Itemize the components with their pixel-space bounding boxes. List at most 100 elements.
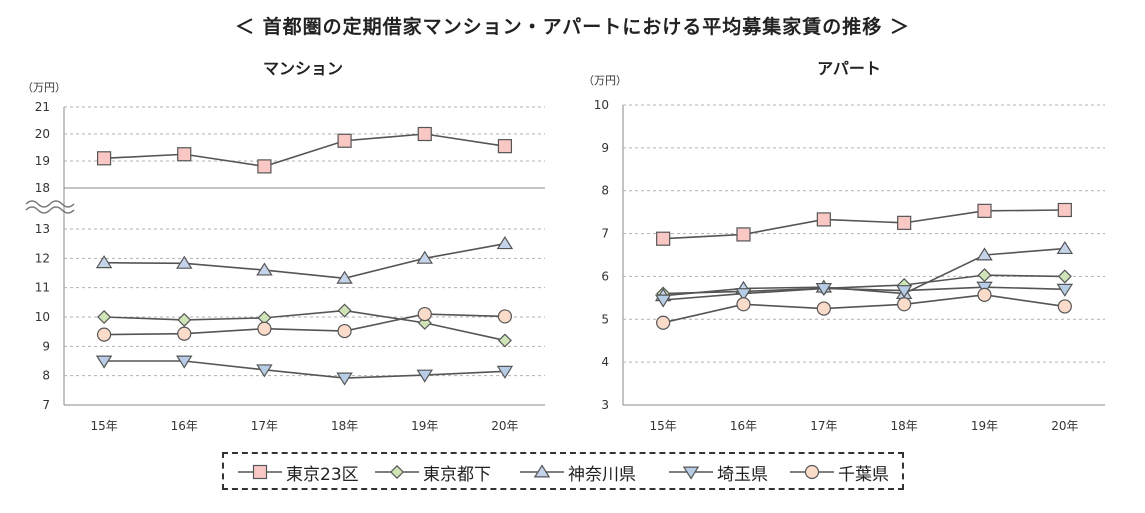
series-line (104, 360, 505, 379)
x-tick-label: 20年 (491, 419, 518, 433)
series-line (663, 247, 1065, 297)
legend-label: 千葉県 (838, 464, 889, 485)
data-point (97, 309, 112, 325)
series-千葉県 (656, 287, 1072, 330)
data-point (816, 212, 831, 227)
legend-marker-icon (669, 466, 713, 480)
series-line (662, 294, 1065, 324)
data-point (736, 297, 751, 312)
upper-panel-tick-label: 19 (35, 154, 50, 168)
legend-label: 神奈川県 (568, 464, 636, 485)
chart-main-title: ＜ 首都圏の定期借家マンション・アパートにおける平均募集家賃の推移 ＞ (235, 16, 910, 38)
data-point (336, 270, 353, 284)
legend-marker-icon (375, 464, 419, 480)
data-point (816, 301, 831, 316)
series-line (663, 286, 1065, 301)
x-tick-label: 20年 (1051, 419, 1078, 433)
data-point (177, 326, 192, 341)
series-千葉県 (96, 306, 513, 342)
upper-panel-tick-label: 21 (35, 100, 50, 114)
series-神奈川県 (95, 236, 514, 284)
legend-item: 東京23区 (238, 460, 359, 485)
data-point (416, 250, 433, 264)
legend-marker-icon (520, 464, 564, 478)
legend-label: 東京23区 (286, 464, 359, 485)
legend-marker (252, 464, 268, 480)
x-tick-label: 18年 (331, 419, 358, 433)
x-tick-label: 19年 (971, 419, 998, 433)
legend-marker-icon (790, 464, 834, 480)
mansion-chart-title: マンション (262, 59, 343, 78)
series-東京23区 (656, 202, 1072, 246)
chart-legend: 東京23区 東京都下 神奈川県 埼玉県 千葉県 (222, 452, 904, 490)
x-tick-label: 15年 (650, 419, 677, 433)
data-point (897, 297, 912, 312)
data-point (1057, 269, 1072, 284)
data-point (736, 227, 751, 242)
data-point (95, 355, 113, 369)
series-埼玉県 (95, 355, 514, 386)
x-tick-label: 15年 (90, 419, 117, 433)
series-line (104, 313, 505, 336)
data-point (897, 215, 912, 230)
data-point (1056, 240, 1074, 255)
data-point (656, 231, 671, 246)
data-point (1057, 202, 1072, 218)
data-point (976, 247, 993, 261)
series-line (104, 309, 506, 342)
data-point (337, 133, 352, 148)
x-tick-label: 19年 (411, 419, 438, 433)
data-point (257, 159, 272, 174)
data-point (977, 203, 992, 218)
x-tick-label: 17年 (251, 419, 278, 433)
lower-panel-tick-label: 13 (35, 222, 50, 236)
panel-tick-label: 6 (601, 269, 609, 283)
upper-panel-tick-label: 18 (35, 181, 50, 195)
data-point (96, 151, 112, 166)
legend-label: 東京都下 (423, 464, 491, 485)
legend-marker (682, 466, 700, 480)
data-point (895, 285, 913, 299)
panel-tick-label: 8 (601, 184, 609, 198)
series-line (104, 133, 506, 168)
data-point (337, 323, 352, 339)
data-point (95, 255, 113, 269)
axis-break-mark (25, 206, 75, 214)
panel-tick-label: 7 (601, 227, 609, 241)
data-point (176, 355, 193, 369)
data-point (417, 126, 432, 142)
data-point (977, 268, 992, 283)
data-point (735, 288, 752, 302)
x-tick-label: 17年 (810, 419, 837, 433)
panel-tick-label: 10 (594, 98, 609, 112)
data-point (176, 255, 193, 269)
lower-panel-tick-label: 7 (42, 398, 50, 412)
panel-tick-label: 4 (601, 355, 609, 369)
lower-panel-tick-label: 12 (35, 251, 50, 265)
data-point (654, 294, 672, 308)
series-line (663, 209, 1065, 240)
panel-tick-label: 9 (601, 141, 609, 155)
legend-marker-icon (238, 464, 282, 480)
axis-break-mark (25, 200, 75, 208)
series-line (663, 274, 1065, 295)
charts-canvas: （万円） 15年 16年 17年 18年 19年 20年 18 19 20 21 7 8 9 10 11 12 1… (22, 74, 1105, 433)
legend-marker (804, 464, 820, 480)
data-point (496, 236, 514, 250)
data-point (496, 365, 514, 379)
data-point (257, 321, 272, 336)
panel-tick-label: 3 (601, 398, 609, 412)
data-point (177, 147, 192, 162)
data-point (497, 333, 512, 348)
panel-tick-label: 5 (601, 312, 609, 326)
upper-panel-tick-label: 20 (35, 127, 50, 141)
data-point (336, 372, 353, 386)
data-point (815, 282, 833, 297)
lower-panel-tick-label: 11 (35, 281, 50, 295)
data-point (1056, 283, 1074, 297)
data-point (256, 364, 273, 378)
data-point (177, 312, 192, 327)
data-point (417, 306, 432, 322)
legend-item: 千葉県 (790, 460, 889, 485)
legend-item: 神奈川県 (520, 460, 636, 485)
